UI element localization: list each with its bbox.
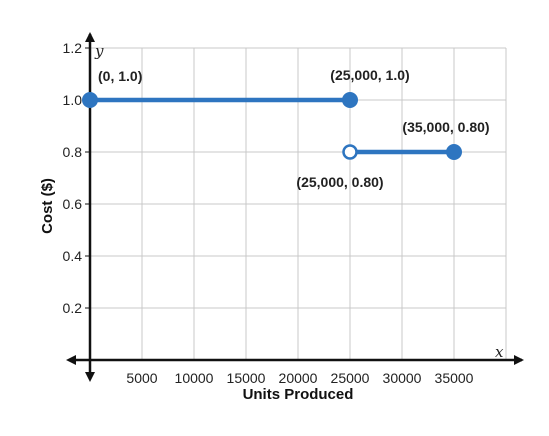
grid — [90, 47, 507, 360]
x-tick-label: 10000 — [175, 370, 214, 386]
y-tick-label: 0.6 — [63, 196, 83, 212]
x-tick-label: 25000 — [331, 370, 370, 386]
y-tick-label: 1.0 — [63, 92, 83, 108]
x-axis-arrow-left — [66, 355, 76, 365]
axes — [66, 32, 524, 382]
point-label: (35,000, 0.80) — [402, 119, 489, 135]
closed-point — [82, 92, 98, 108]
closed-point — [342, 92, 358, 108]
y-tick-label: 0.2 — [63, 300, 83, 316]
y-axis-title: Cost ($) — [39, 178, 56, 234]
y-axis-arrow-bottom — [85, 372, 95, 382]
y-tick-label: 0.8 — [63, 144, 83, 160]
series — [82, 92, 462, 160]
x-variable-label: x — [495, 343, 504, 361]
point-label: (25,000, 1.0) — [330, 67, 409, 83]
point-label: (0, 1.0) — [98, 68, 142, 84]
closed-point — [446, 144, 462, 160]
y-variable-label: y — [94, 42, 104, 60]
y-tick-label: 0.4 — [63, 248, 83, 264]
x-tick-label: 30000 — [383, 370, 422, 386]
x-axis-title: Units Produced — [243, 386, 354, 403]
open-point — [342, 144, 358, 160]
y-tick-label: 1.2 — [63, 40, 83, 56]
x-tick-label: 5000 — [126, 370, 157, 386]
x-tick-label: 35000 — [435, 370, 474, 386]
tick-labels: 5000 10000 15000 20000 25000 30000 35000 0.2 0.4… — [63, 40, 474, 386]
x-tick-label: 15000 — [227, 370, 266, 386]
point-label: (25,000, 0.80) — [296, 174, 383, 190]
x-tick-label: 20000 — [279, 370, 318, 386]
point-labels: (0, 1.0) (25,000, 1.0) (25,000, 0.80) (35,0… — [98, 67, 490, 190]
